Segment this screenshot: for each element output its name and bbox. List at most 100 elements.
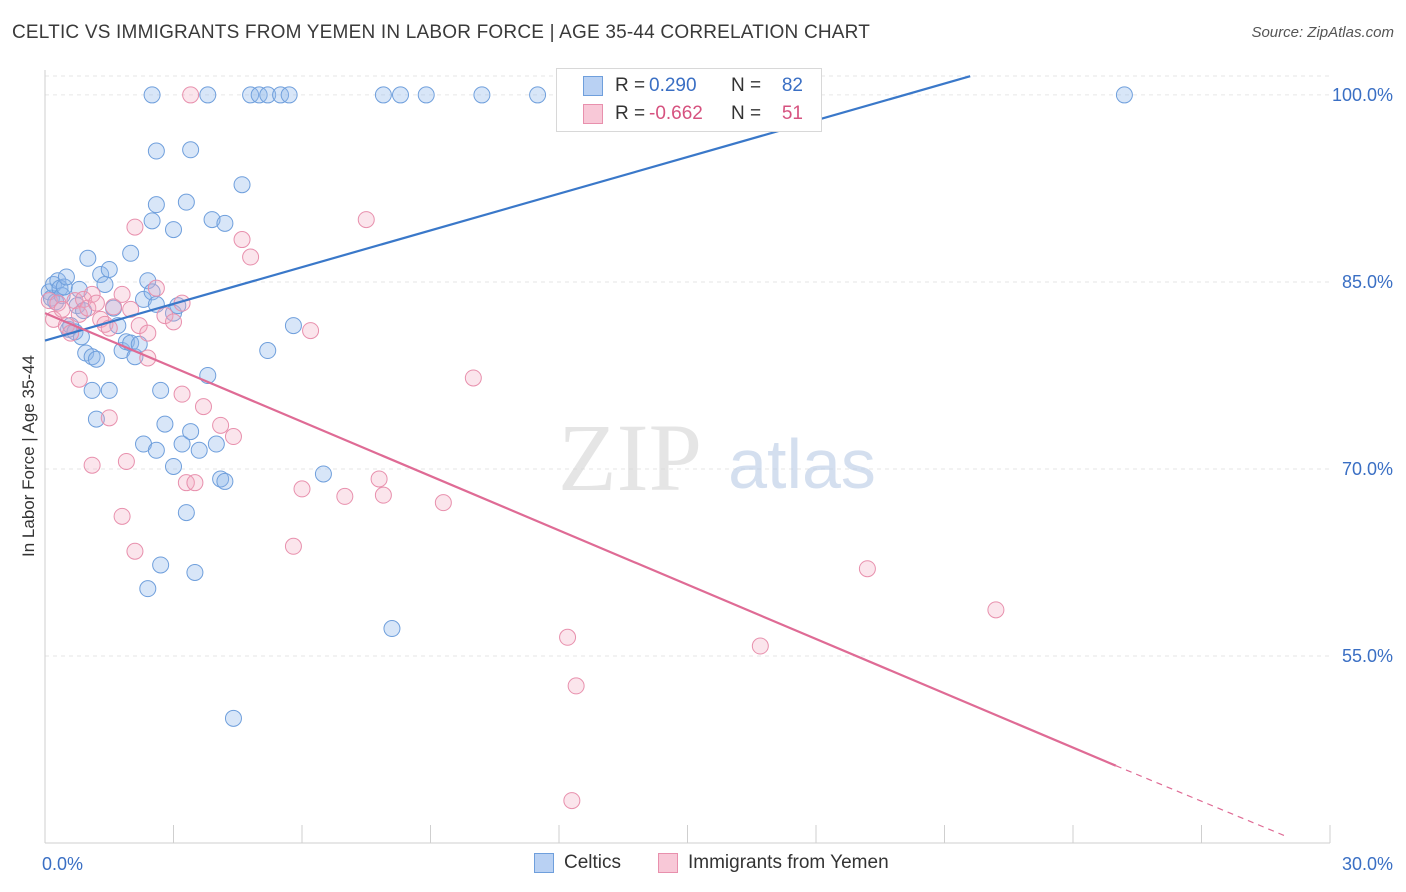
yemen-point [83,285,101,303]
celtics-point [417,86,435,104]
yemen-point [117,452,135,470]
yemen-trend-line [44,312,1117,767]
celtics-point [156,415,174,433]
source-label: Source: ZipAtlas.com [1251,24,1394,41]
yemen-point [284,537,302,555]
celtics-point [147,196,165,214]
celtics-r-label: R = [615,75,646,96]
celtics-point [83,381,101,399]
celtics-point [1115,86,1133,104]
celtics-points [40,86,1133,727]
yemen-point [194,398,212,416]
yemen-r-label: R = [615,103,646,124]
yemen-point [105,298,123,316]
y-tick-label: 70.0% [1342,459,1393,479]
celtics-point [173,435,191,453]
watermark-zip: ZIP [558,404,702,511]
celtics-point [203,211,221,229]
celtics-point [152,556,170,574]
celtics-point [147,441,165,459]
yemen-point [126,542,144,560]
yemen-point [75,290,93,308]
yemen-point [336,487,354,505]
yemen-point [53,300,71,318]
celtics-point [147,142,165,160]
yemen-point [858,560,876,578]
yemen-legend-swatch [658,853,678,873]
celtics-point [165,221,182,239]
yemen-point [113,507,131,525]
yemen-point [370,470,388,488]
celtics-point [139,272,157,290]
yemen-point [567,677,585,695]
celtics-point [143,86,161,104]
yemen-point [147,279,165,297]
yemen-point [100,409,118,427]
celtics-point [529,86,547,104]
celtics-point [139,580,157,598]
celtics-point [233,176,251,194]
yemen-point [751,637,769,655]
yemen-point [434,494,452,512]
yemen-n-label: N = [731,103,762,124]
celtics-point [122,244,140,262]
yemen-legend-label: Immigrants from Yemen [688,852,889,873]
yemen-point [464,369,482,387]
axes [44,70,1331,844]
celtics-point [392,86,410,104]
celtics-point [216,214,234,232]
yemen-point [302,322,320,340]
y-axis-label: In Labor Force | Age 35-44 [19,355,38,557]
celtics-n-label: N = [731,75,762,96]
celtics-point [165,457,182,475]
watermark: ZIP atlas [558,404,876,511]
celtics-point [57,268,75,286]
yemen-n-value: 51 [781,103,803,124]
yemen-point [70,370,88,388]
grid-lines [45,75,1330,657]
yemen-point [293,480,311,498]
yemen-point [233,231,251,249]
celtics-point [79,249,97,267]
yemen-point [374,486,392,504]
legend-row-celtics: R = 0.290 N = 82 [583,73,803,99]
celtics-point [190,441,208,459]
celtics-point [70,280,88,298]
yemen-point [139,324,157,342]
celtics-point [259,86,277,104]
legend-item-celtics[interactable]: Celtics [534,852,621,874]
y-tick-label: 55.0% [1342,646,1393,666]
yemen-point [83,456,101,474]
yemen-point [182,86,200,104]
celtics-point [216,472,234,490]
celtics-point [224,709,242,727]
celtics-point [177,193,195,211]
legend-item-yemen[interactable]: Immigrants from Yemen [658,852,889,874]
celtics-point [177,504,195,522]
celtics-point [473,86,491,104]
yemen-point [242,248,260,266]
x-tick-label-max: 30.0% [1342,854,1393,874]
tick-labels: 55.0% 70.0% 85.0% 100.0% 0.0% 30.0% [42,85,1393,874]
celtics-n-value: 82 [781,75,803,96]
celtics-point [280,86,298,104]
yemen-point [122,300,140,318]
yemen-point [177,474,195,492]
yemen-r-value: -0.662 [649,103,703,124]
chart-title: CELTIC VS IMMIGRANTS FROM YEMEN IN LABOR… [12,22,871,43]
legend-row-yemen: R = -0.662 N = 51 [583,101,803,127]
celtics-point [242,86,260,104]
celtics-r-value: 0.290 [649,75,697,96]
celtics-point [272,86,290,104]
yemen-point [559,628,577,646]
celtics-point [182,141,200,159]
yemen-point [987,601,1005,619]
celtics-point [314,465,332,483]
celtics-point [284,317,302,335]
yemen-point [173,385,191,403]
celtics-point [199,86,217,104]
yemen-swatch [583,104,603,124]
celtics-point [374,86,392,104]
yemen-point [79,299,97,317]
